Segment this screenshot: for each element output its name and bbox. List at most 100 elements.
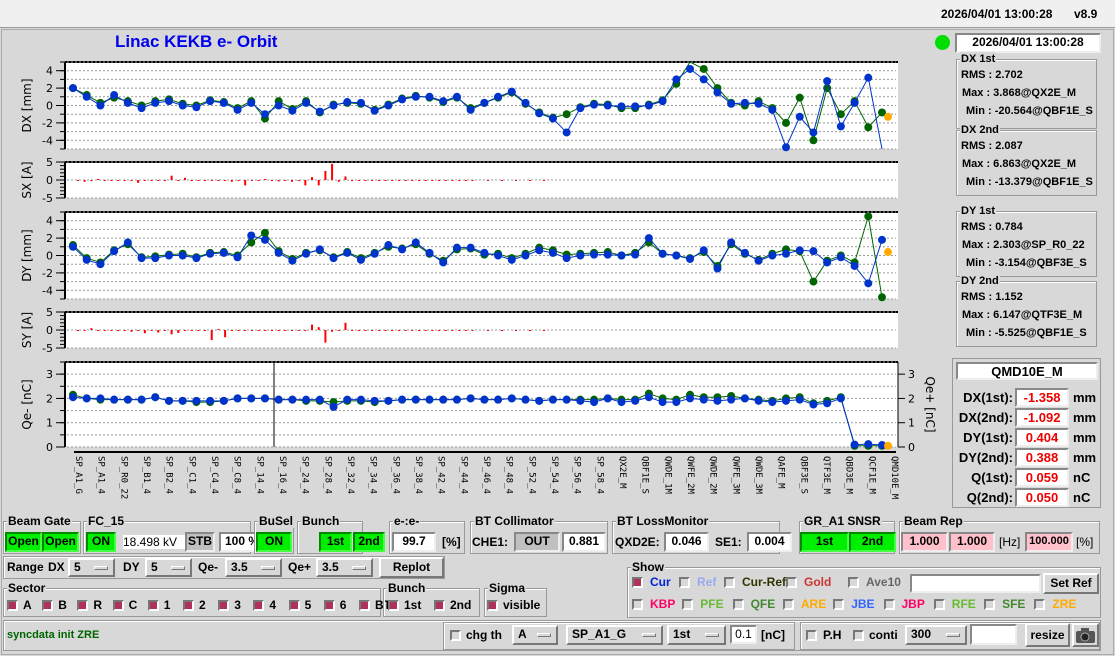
show-label-item: QFE [750, 597, 776, 611]
bunch-1st-button[interactable]: 1st [319, 532, 352, 552]
x-tick-label: QWDE_1M [662, 456, 672, 495]
data-point [590, 100, 599, 109]
data-point [206, 97, 215, 106]
ph-input[interactable] [970, 624, 1017, 645]
ph-count-value: 300 [911, 627, 932, 641]
chg-th-checkbox[interactable] [450, 630, 461, 641]
replot-button[interactable]: Replot [379, 557, 444, 578]
y-tick-label: 0 [46, 324, 53, 337]
sector-checkbox[interactable] [253, 600, 265, 611]
show-checkbox[interactable] [833, 599, 845, 610]
show-checkbox[interactable] [786, 577, 797, 588]
show-checkbox[interactable] [883, 599, 895, 610]
data-point [507, 255, 516, 264]
camera-button[interactable] [1072, 623, 1099, 647]
data-point [302, 98, 311, 107]
sector-checkbox[interactable] [42, 600, 54, 611]
range-dy-label: DY [123, 560, 140, 574]
data-point [562, 254, 571, 263]
bunch-1st-checkbox[interactable] [388, 600, 399, 611]
chg-bunch-select[interactable]: 1st [667, 625, 726, 645]
x-tick-label: QWFE_3M [730, 456, 740, 495]
show-checkbox[interactable] [782, 599, 794, 610]
beam-gate-open-1[interactable]: Open [5, 532, 42, 552]
sector-checkbox[interactable] [359, 600, 370, 611]
sector-checkbox[interactable] [77, 600, 89, 611]
show-checkbox[interactable] [933, 599, 945, 610]
chg-group [443, 622, 795, 650]
chg-monitor-select[interactable]: SP_A1_G [566, 625, 663, 645]
bunch-2nd-checkbox[interactable] [434, 600, 445, 611]
range-qp-select[interactable]: 3.5 [316, 558, 373, 577]
sigma-visible-checkbox[interactable] [487, 600, 498, 611]
sector-checkbox[interactable] [218, 600, 230, 611]
show-checkbox[interactable] [984, 599, 996, 610]
show-checkbox[interactable] [632, 599, 643, 610]
resize-button[interactable]: resize [1025, 623, 1070, 647]
data-point [658, 97, 667, 106]
bunch-filter-label: Bunch [387, 581, 427, 595]
right-tick-label: 2 [908, 392, 915, 405]
sector-checkbox[interactable] [323, 600, 335, 611]
monitor-key: DY(2nd): [958, 450, 1013, 465]
monitor-key: Q(2nd): [966, 490, 1013, 505]
ph-checkbox[interactable] [806, 630, 817, 641]
range-qm-select[interactable]: 3.5 [225, 558, 282, 577]
bt-lossmonitor-label: BT LossMonitor [616, 514, 710, 528]
data-point [768, 398, 777, 407]
data-point [356, 98, 365, 107]
range-qm-label: Qe- [198, 560, 219, 574]
bar [217, 328, 220, 330]
bunch-2nd-button[interactable]: 2nd [353, 532, 385, 552]
conti-checkbox[interactable] [853, 630, 864, 641]
beam-gate-open-2[interactable]: Open [42, 532, 79, 552]
sector-checkbox[interactable] [147, 600, 159, 611]
show-checkbox[interactable] [682, 599, 694, 610]
show-checkbox[interactable] [679, 577, 690, 588]
sector-checkbox[interactable] [7, 600, 18, 611]
show-checkbox[interactable] [632, 577, 643, 588]
show-checkbox[interactable] [724, 577, 735, 588]
bar [257, 180, 260, 181]
chg-threshold-input[interactable]: 0.1 [730, 625, 757, 644]
sector-checkbox[interactable] [183, 600, 194, 611]
data-point [631, 250, 640, 259]
data-point [603, 394, 612, 403]
show-checkbox[interactable] [848, 577, 859, 588]
range-dy-select[interactable]: 5 [145, 558, 192, 577]
dropdown-icon [261, 566, 275, 570]
orbit-plots: -4 -2 0 2 4 DX [mm] -5 0 5 SX [A] -4 -2 0 2 4 DY [mm] -5… [20, 61, 937, 500]
bar [237, 330, 240, 331]
chg-sector-select[interactable]: A [512, 625, 558, 645]
bar [284, 330, 287, 331]
sector-checkbox[interactable] [112, 600, 124, 611]
stats-rms: RMS : 2.087 [961, 140, 1023, 152]
bar [197, 180, 200, 181]
range-dx-select[interactable]: 5 [68, 558, 115, 577]
set-ref-button[interactable]: Set Ref [1043, 573, 1099, 594]
bar [371, 180, 374, 181]
snsr-2nd-button[interactable]: 2nd [849, 532, 896, 552]
sector-checkbox[interactable] [288, 600, 300, 611]
bar [190, 180, 193, 181]
show-checkbox[interactable] [1034, 599, 1046, 610]
show-input[interactable] [910, 574, 1041, 593]
qxd2e-label: QXD2E: [615, 535, 660, 549]
data-point [343, 248, 352, 257]
bar [501, 180, 503, 181]
ph-count-select[interactable]: 300 [905, 625, 967, 645]
show-checkbox[interactable] [732, 599, 744, 610]
dropdown-icon [705, 633, 719, 637]
fc15-on-button[interactable]: ON [86, 532, 116, 552]
x-tick-label: QBF3E_S [798, 456, 808, 494]
data-point [754, 256, 763, 265]
busel-on-button[interactable]: ON [256, 532, 292, 552]
monitor-value: 0.388 [1015, 448, 1069, 467]
monitor-value: 0.050 [1015, 488, 1069, 507]
bar [117, 330, 120, 332]
snsr-1st-button[interactable]: 1st [800, 532, 849, 552]
show-label-item: PFE [700, 597, 724, 611]
bar [117, 180, 120, 181]
bar [77, 180, 79, 181]
monitor-value: 0.059 [1015, 468, 1069, 487]
